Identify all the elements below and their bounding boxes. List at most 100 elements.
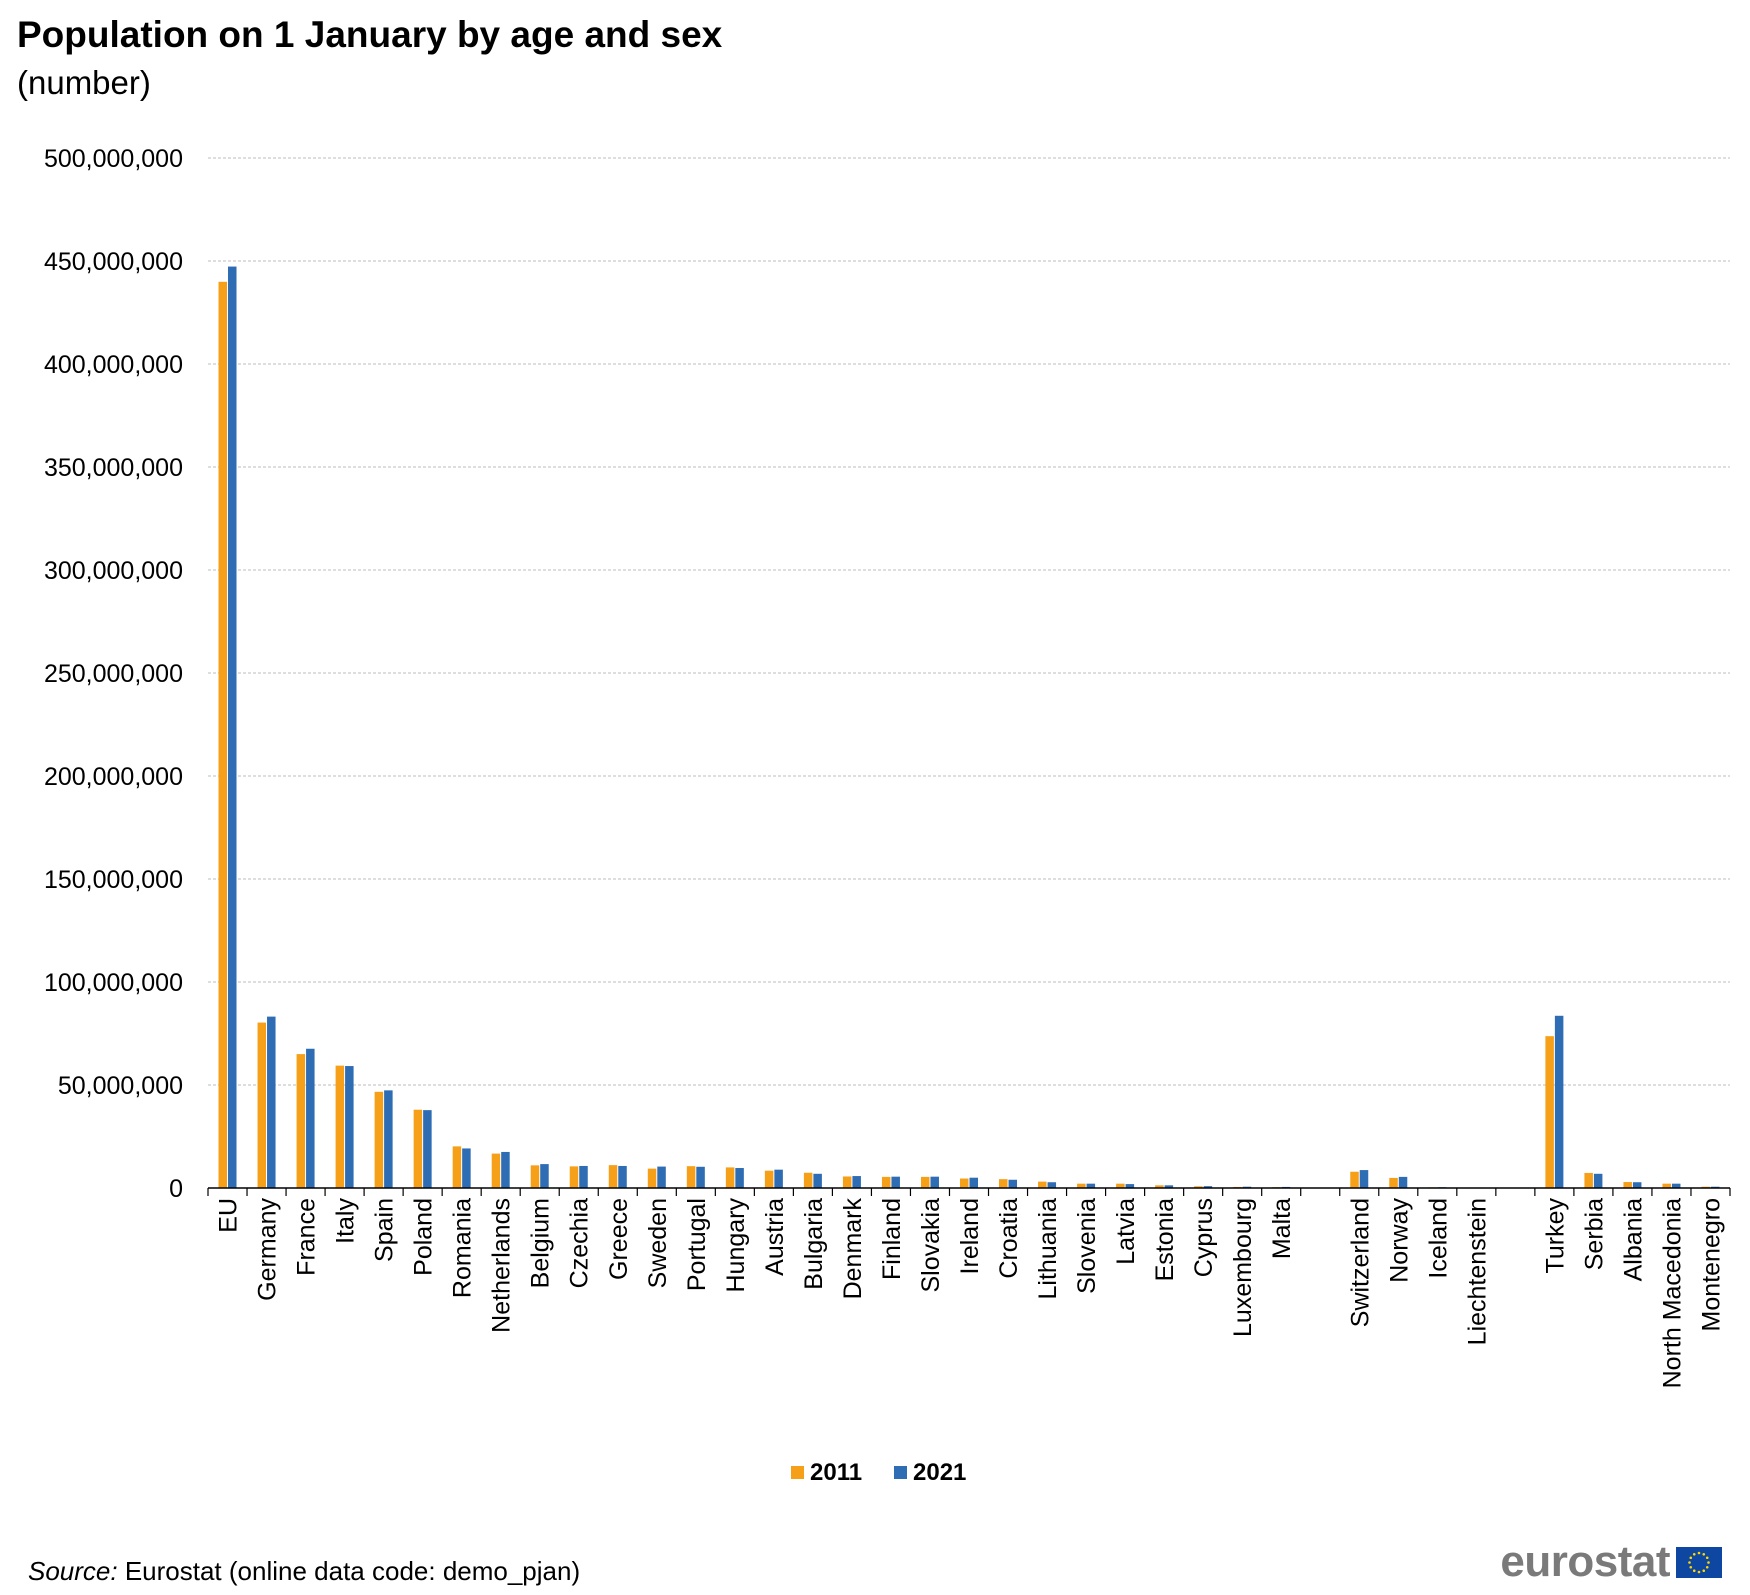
bar-2021-slovakia (930, 1176, 939, 1188)
x-tick-label: Latvia (1112, 1198, 1140, 1265)
eu-flag-star (1702, 1568, 1706, 1572)
bar-2021-germany (267, 1016, 276, 1188)
x-tick-label: Portugal (683, 1198, 711, 1291)
bar-2021-slovenia (1086, 1183, 1096, 1188)
x-tick-label: Italy (332, 1198, 360, 1244)
eu-flag-star (1705, 1555, 1709, 1559)
bar-2011-turkey (1545, 1036, 1554, 1188)
bar-2011-belgium (530, 1165, 540, 1188)
bar-2021-france (306, 1048, 315, 1188)
bar-2011-estonia (1155, 1185, 1164, 1188)
bar-2021-eu (228, 266, 237, 1188)
bar-2011-latvia (1116, 1183, 1125, 1188)
x-tick-label: Serbia (1580, 1198, 1608, 1270)
bar-2021-serbia (1593, 1173, 1603, 1188)
x-axis (207, 1187, 1731, 1196)
x-tick-label: Denmark (839, 1198, 867, 1300)
x-tick-label: Liechtenstein (1463, 1198, 1491, 1345)
bar-2011-romania (452, 1146, 462, 1188)
bar-2011-poland (413, 1109, 423, 1188)
x-tick-label: Montenegro (1697, 1198, 1725, 1331)
bar-2011-italy (335, 1065, 345, 1188)
x-tick-label: EU (215, 1198, 243, 1233)
x-tick-label: Norway (1385, 1198, 1413, 1283)
x-tick-label: Luxembourg (1229, 1198, 1257, 1337)
bar-2021-switzerland (1359, 1170, 1369, 1188)
bar-2021-hungary (735, 1168, 744, 1188)
bar-2021-croatia (1008, 1179, 1018, 1188)
bar-2021-netherlands (501, 1151, 510, 1188)
x-tick-label: Austria (761, 1198, 789, 1276)
bar-2011-czechia (569, 1166, 579, 1188)
source-text: Eurostat (online data code: demo_pjan) (117, 1556, 581, 1586)
eu-flag-icon (1676, 1546, 1722, 1578)
y-tick-label: 400,000,000 (44, 351, 183, 379)
bar-2011-croatia (999, 1179, 1008, 1188)
x-tick-label: North Macedonia (1658, 1198, 1686, 1388)
x-tick-label: Malta (1268, 1198, 1296, 1259)
bar-2011-eu (218, 281, 228, 1188)
eu-flag-star (1705, 1565, 1709, 1569)
x-axis-tick-labels: EU Germany France Italy Spain Poland Romania Ne… (215, 1198, 1726, 1389)
x-tick-label: Romania (449, 1198, 477, 1298)
bar-2011-cyprus (1194, 1186, 1203, 1188)
y-axis-tick-labels: 0 50,000,000 100,000,000 150,000,000 200,000… (44, 145, 183, 1203)
legend-swatch-2021 (894, 1466, 907, 1479)
bar-2011-slovenia (1077, 1183, 1086, 1188)
x-tick-label: Greece (605, 1198, 633, 1280)
bars (218, 266, 1720, 1189)
x-tick-label: Sweden (644, 1198, 672, 1288)
bar-2011-slovakia (920, 1176, 930, 1188)
eu-flag-star (1692, 1568, 1696, 1572)
bar-2021-cyprus (1203, 1186, 1213, 1188)
bar-2021-estonia (1164, 1185, 1174, 1188)
bar-2021-italy (345, 1066, 354, 1188)
bar-2021-albania (1632, 1182, 1642, 1188)
y-tick-label: 150,000,000 (44, 866, 183, 894)
y-tick-label: 350,000,000 (44, 454, 183, 482)
legend-label-2021: 2021 (913, 1459, 966, 1486)
bar-2011-hungary (725, 1167, 735, 1188)
bar-2021-austria (774, 1169, 783, 1188)
bar-2011-norway (1389, 1177, 1398, 1188)
bar-2011-portugal (686, 1166, 696, 1188)
bar-2021-sweden (657, 1166, 666, 1188)
bar-2021-norway (1398, 1176, 1408, 1188)
bar-chart: 0 50,000,000 100,000,000 150,000,000 200,000… (44, 145, 1731, 1486)
bar-2021-greece (618, 1165, 627, 1188)
legend-swatch-2011 (791, 1466, 804, 1479)
eurostat-logo: eurostat (1500, 1537, 1722, 1586)
x-tick-label: Bulgaria (800, 1198, 828, 1290)
x-tick-label: Slovakia (917, 1198, 945, 1293)
bar-2021-romania (462, 1148, 471, 1188)
gridlines (208, 157, 1730, 1086)
x-tick-label: Croatia (995, 1198, 1023, 1279)
bar-2021-north-macedonia (1671, 1183, 1681, 1188)
bar-2011-netherlands (491, 1153, 501, 1188)
eu-flag-star (1689, 1565, 1693, 1569)
y-tick-label: 200,000,000 (44, 763, 183, 791)
x-tick-label: Iceland (1424, 1198, 1452, 1279)
eu-flag-star (1697, 1551, 1701, 1554)
y-tick-label: 0 (169, 1175, 183, 1203)
bar-2011-france (296, 1054, 306, 1188)
x-tick-label: Belgium (527, 1198, 555, 1288)
eu-flag-field (1676, 1546, 1722, 1578)
eu-flag-star (1702, 1552, 1706, 1556)
x-tick-label: Germany (254, 1198, 282, 1301)
bar-2021-spain (384, 1090, 393, 1188)
bar-2021-denmark (852, 1176, 861, 1188)
x-tick-label: France (293, 1198, 321, 1276)
bar-2021-turkey (1554, 1015, 1564, 1188)
eu-flag-star (1692, 1552, 1696, 1556)
y-tick-label: 100,000,000 (44, 969, 183, 997)
bar-2011-denmark (842, 1176, 852, 1188)
x-tick-label: Hungary (722, 1198, 750, 1293)
bar-2011-greece (608, 1165, 618, 1188)
eu-flag-star (1697, 1570, 1701, 1573)
x-tick-label: Switzerland (1346, 1198, 1374, 1327)
x-tick-label: Cyprus (1190, 1198, 1218, 1277)
x-tick-label: Ireland (956, 1198, 984, 1274)
bar-2011-north-macedonia (1662, 1183, 1671, 1188)
bar-2021-portugal (696, 1166, 705, 1188)
